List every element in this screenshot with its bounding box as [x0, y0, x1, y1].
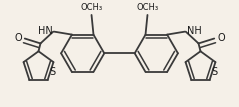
- Text: S: S: [212, 67, 218, 77]
- Text: OCH₃: OCH₃: [136, 3, 158, 12]
- Text: O: O: [14, 33, 22, 43]
- Text: O: O: [217, 33, 225, 43]
- Text: OCH₃: OCH₃: [81, 3, 103, 12]
- Text: NH: NH: [187, 26, 201, 36]
- Text: HN: HN: [38, 26, 52, 36]
- Text: S: S: [50, 67, 56, 77]
